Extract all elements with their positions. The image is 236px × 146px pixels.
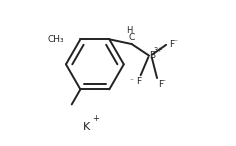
Text: CH₃: CH₃ (47, 35, 64, 44)
Text: F: F (169, 40, 174, 49)
Text: K: K (83, 121, 90, 132)
Text: ⁻: ⁻ (130, 77, 134, 85)
Text: +: + (92, 114, 99, 123)
Text: C: C (129, 33, 135, 42)
Text: ⁻: ⁻ (161, 78, 165, 86)
Text: F: F (158, 80, 163, 89)
Text: H: H (126, 26, 132, 35)
Text: 3+: 3+ (154, 47, 163, 53)
Text: F: F (136, 77, 141, 86)
Text: B: B (149, 51, 155, 60)
Text: ⁻: ⁻ (173, 37, 177, 46)
